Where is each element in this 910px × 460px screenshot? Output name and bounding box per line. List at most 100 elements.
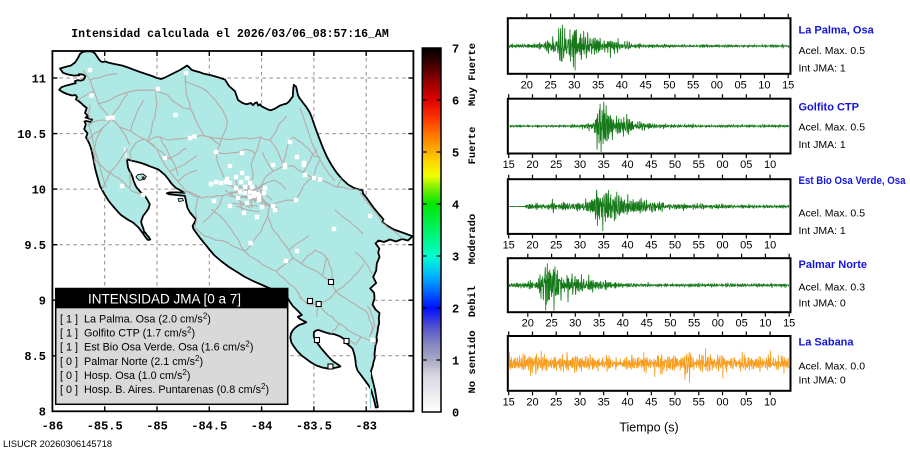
- svg-text:0: 0: [452, 406, 459, 420]
- svg-text:[ 0 ] Hosp. B. Aires. Puntare: [ 0 ] Hosp. B. Aires. Puntarenas (0.8 cm…: [60, 382, 269, 396]
- svg-text:[ 0 ] Palmar Norte (2.1 cm/s2: [ 0 ] Palmar Norte (2.1 cm/s2): [60, 354, 203, 368]
- svg-text:[ 1 ] Est Bio Osa Verde. Osa: [ 1 ] Est Bio Osa Verde. Osa (1.6 cm/s2): [60, 340, 253, 354]
- svg-text:50: 50: [663, 79, 675, 91]
- svg-text:20: 20: [522, 318, 534, 330]
- svg-text:00: 00: [712, 318, 724, 330]
- svg-text:Moderado: Moderado: [467, 214, 479, 264]
- svg-text:00: 00: [716, 159, 728, 171]
- svg-text:-84: -84: [251, 419, 273, 433]
- svg-text:Int JMA: 1: Int JMA: 1: [799, 139, 846, 151]
- svg-text:25: 25: [550, 239, 562, 251]
- svg-text:10: 10: [764, 159, 776, 171]
- svg-text:10.5: 10.5: [17, 128, 46, 142]
- svg-text:Int JMA: 1: Int JMA: 1: [799, 225, 846, 237]
- svg-text:30: 30: [574, 396, 586, 408]
- svg-text:Acel. Max. 0.3: Acel. Max. 0.3: [799, 282, 866, 294]
- svg-text:10: 10: [32, 183, 46, 197]
- svg-text:9.5: 9.5: [24, 239, 46, 253]
- svg-text:20: 20: [521, 79, 533, 91]
- svg-text:50: 50: [669, 239, 681, 251]
- svg-text:45: 45: [645, 159, 657, 171]
- svg-text:3: 3: [452, 250, 459, 264]
- svg-text:9: 9: [39, 295, 46, 309]
- svg-text:00: 00: [716, 396, 728, 408]
- svg-text:50: 50: [664, 318, 676, 330]
- svg-text:05: 05: [740, 396, 752, 408]
- svg-text:55: 55: [688, 318, 700, 330]
- svg-text:00: 00: [716, 239, 728, 251]
- svg-text:30: 30: [568, 79, 580, 91]
- svg-text:35: 35: [592, 79, 604, 91]
- svg-text:45: 45: [645, 396, 657, 408]
- svg-text:30: 30: [574, 239, 586, 251]
- svg-text:25: 25: [550, 159, 562, 171]
- svg-text:25: 25: [550, 396, 562, 408]
- svg-text:[ 1 ] Golfito CTP (1.7 cm/s2): [ 1 ] Golfito CTP (1.7 cm/s2): [60, 326, 195, 340]
- svg-text:15: 15: [783, 318, 795, 330]
- svg-text:La Palma, Osa: La Palma, Osa: [799, 25, 875, 37]
- svg-text:10: 10: [759, 318, 771, 330]
- svg-text:45: 45: [640, 318, 652, 330]
- svg-text:Intensidad calculada el 2026/0: Intensidad calculada el 2026/03/06_08:57…: [71, 28, 389, 41]
- svg-text:50: 50: [669, 159, 681, 171]
- svg-text:40: 40: [621, 239, 633, 251]
- svg-text:Muy Fuerte: Muy Fuerte: [467, 43, 479, 106]
- svg-text:15: 15: [782, 79, 794, 91]
- svg-text:[ 1 ] La Palma. Osa (2.0 cm/s: [ 1 ] La Palma. Osa (2.0 cm/s2): [60, 311, 211, 325]
- svg-text:La Sabana: La Sabana: [799, 337, 855, 349]
- svg-text:05: 05: [735, 318, 747, 330]
- svg-text:-85.5: -85.5: [87, 419, 123, 433]
- svg-text:-83.5: -83.5: [296, 419, 332, 433]
- svg-text:[ 0 ] Hosp. Osa (1.0 cm/s2): [ 0 ] Hosp. Osa (1.0 cm/s2): [60, 368, 190, 382]
- svg-text:15: 15: [503, 396, 515, 408]
- svg-text:45: 45: [639, 79, 651, 91]
- svg-text:Int JMA: 0: Int JMA: 0: [799, 375, 846, 387]
- svg-text:Acel. Max. 0.0: Acel. Max. 0.0: [799, 361, 866, 373]
- svg-text:55: 55: [693, 239, 705, 251]
- svg-text:Fuerte: Fuerte: [467, 127, 479, 165]
- svg-text:00: 00: [711, 79, 723, 91]
- svg-text:11: 11: [32, 72, 46, 86]
- svg-text:40: 40: [616, 79, 628, 91]
- svg-text:LISUCR 20260306145718: LISUCR 20260306145718: [3, 439, 112, 449]
- svg-text:50: 50: [669, 396, 681, 408]
- svg-text:05: 05: [740, 239, 752, 251]
- svg-text:Int JMA: 1: Int JMA: 1: [799, 63, 846, 75]
- svg-text:25: 25: [545, 318, 557, 330]
- svg-text:20: 20: [526, 396, 538, 408]
- svg-text:-85: -85: [146, 419, 168, 433]
- svg-text:4: 4: [452, 198, 459, 212]
- svg-text:55: 55: [693, 396, 705, 408]
- svg-text:Debil: Debil: [467, 286, 479, 318]
- svg-text:-86: -86: [42, 419, 64, 433]
- svg-text:05: 05: [734, 79, 746, 91]
- svg-text:Acel. Max. 0.5: Acel. Max. 0.5: [799, 208, 866, 220]
- svg-text:20: 20: [526, 239, 538, 251]
- svg-text:20: 20: [526, 159, 538, 171]
- svg-text:8: 8: [39, 406, 46, 420]
- svg-text:Palmar Norte: Palmar Norte: [799, 259, 867, 271]
- svg-text:10: 10: [758, 79, 770, 91]
- svg-text:30: 30: [569, 318, 581, 330]
- svg-text:55: 55: [693, 159, 705, 171]
- svg-text:10: 10: [764, 239, 776, 251]
- svg-text:30: 30: [574, 159, 586, 171]
- svg-text:25: 25: [544, 79, 556, 91]
- svg-text:6: 6: [452, 94, 459, 108]
- svg-text:35: 35: [598, 159, 610, 171]
- svg-text:35: 35: [593, 318, 605, 330]
- svg-text:Acel. Max. 0.5: Acel. Max. 0.5: [799, 45, 866, 57]
- svg-text:10: 10: [764, 396, 776, 408]
- svg-text:5: 5: [452, 146, 459, 160]
- svg-text:Est Bio Osa Verde, Osa: Est Bio Osa Verde, Osa: [799, 175, 907, 187]
- svg-text:40: 40: [621, 396, 633, 408]
- svg-text:05: 05: [740, 159, 752, 171]
- svg-text:40: 40: [617, 318, 629, 330]
- svg-text:Acel. Max. 0.5: Acel. Max. 0.5: [799, 122, 866, 134]
- svg-text:15: 15: [503, 159, 515, 171]
- svg-text:8.5: 8.5: [24, 350, 46, 364]
- svg-text:7: 7: [452, 42, 459, 56]
- svg-text:No sentido: No sentido: [467, 330, 479, 393]
- svg-text:1: 1: [452, 354, 459, 368]
- svg-text:Int JMA: 0: Int JMA: 0: [799, 298, 846, 310]
